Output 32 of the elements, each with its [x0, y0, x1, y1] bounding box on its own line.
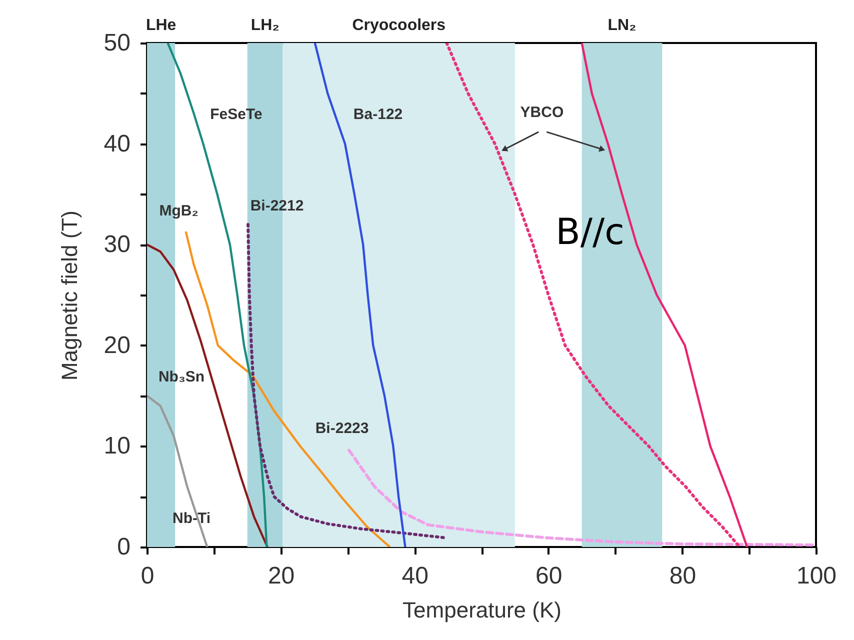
text: YBCO: [520, 104, 564, 121]
annotation: B//c: [556, 212, 624, 253]
x-tick-label: 60: [536, 562, 562, 590]
y-tick-label: 40: [104, 130, 130, 158]
series-label: Nb₃Sn: [158, 368, 205, 386]
series-label: Ba-122: [353, 106, 403, 123]
x-tick-label: 0: [140, 562, 154, 590]
y-tick-label: 50: [104, 30, 130, 56]
series-label: FeSeTe: [210, 106, 262, 123]
line-series: [348, 448, 816, 546]
x-tick-label: 80: [669, 562, 696, 590]
y-tick-label: 10: [104, 432, 130, 460]
band-label: Cryocoolers: [352, 17, 446, 34]
x-tick-label: 100: [796, 562, 837, 590]
x-tick-label: 40: [402, 562, 428, 590]
band-label: LN₂: [608, 17, 636, 34]
series-label: MgB₂: [159, 202, 198, 220]
x-tick-label: 20: [268, 562, 295, 590]
x-axis-title: Temperature (K): [402, 598, 562, 622]
band-label: LHe: [146, 17, 176, 34]
line-series: [147, 394, 208, 547]
y-tick-label: 30: [104, 231, 130, 258]
line-series: [445, 43, 742, 547]
y-axis-title: Magnetic field (T): [56, 210, 82, 380]
line-series: [147, 244, 269, 547]
series-label: Nb-Ti: [172, 510, 211, 527]
series-label: Bi-2223: [315, 420, 369, 438]
line-series: [314, 43, 406, 547]
series-label: Bi-2212: [250, 197, 304, 214]
y-tick-label: 0: [117, 534, 130, 560]
y-tick-label: 20: [104, 332, 130, 359]
band-label: LH₂: [250, 17, 280, 34]
